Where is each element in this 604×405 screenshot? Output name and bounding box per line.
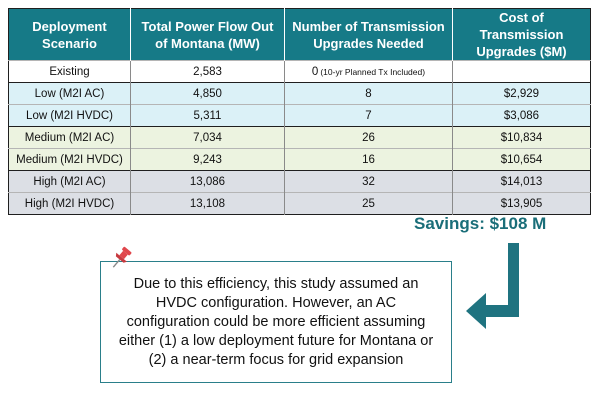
- power-cell: 13,108: [130, 192, 285, 215]
- upgrades-value: 0: [311, 65, 319, 78]
- table-header-row: Deployment Scenario Total Power Flow Out…: [8, 8, 591, 61]
- scenario-cell: Medium (M2I HVDC): [8, 148, 131, 171]
- table-row: Medium (M2I AC) 7,034 26 $10,834: [8, 126, 591, 149]
- cost-cell: $2,929: [452, 82, 591, 105]
- table-row: High (M2I HVDC) 13,108 25 $13,905: [8, 192, 591, 215]
- header-total-power-flow: Total Power Flow Out of Montana (MW): [130, 8, 285, 61]
- callout-box: Due to this efficiency, this study assum…: [100, 261, 452, 383]
- upgrades-cell: 32: [284, 170, 453, 193]
- upgrades-cell: 8: [284, 82, 453, 105]
- cost-cell: $10,834: [452, 126, 591, 149]
- cost-cell: $3,086: [452, 104, 591, 127]
- table-row: Existing 2,583 0 (10-yr Planned Tx Includ…: [8, 60, 591, 83]
- cost-cell: $14,013: [452, 170, 591, 193]
- upgrades-cell: 26: [284, 126, 453, 149]
- table-row: Medium (M2I HVDC) 9,243 16 $10,654: [8, 148, 591, 171]
- header-transmission-upgrades: Number of Transmission Upgrades Needed: [284, 8, 453, 61]
- scenario-cell: Low (M2I AC): [8, 82, 131, 105]
- table-row: Low (M2I AC) 4,850 8 $2,929: [8, 82, 591, 105]
- scenario-cell: High (M2I HVDC): [8, 192, 131, 215]
- table-row: Low (M2I HVDC) 5,311 7 $3,086: [8, 104, 591, 127]
- upgrades-cell: 7: [284, 104, 453, 127]
- elbow-arrow-icon: [466, 243, 519, 329]
- planned-tx-note: (10-yr Planned Tx Included): [320, 66, 426, 77]
- power-cell: 7,034: [130, 126, 285, 149]
- cost-cell: $10,654: [452, 148, 591, 171]
- upgrades-cell: 16: [284, 148, 453, 171]
- scenario-cell: Low (M2I HVDC): [8, 104, 131, 127]
- cost-cell: [452, 60, 591, 83]
- table-row: High (M2I AC) 13,086 32 $14,013: [8, 170, 591, 193]
- cost-cell: $13,905: [452, 192, 591, 215]
- power-cell: 5,311: [130, 104, 285, 127]
- header-upgrade-cost: Cost of Transmission Upgrades ($M): [452, 8, 591, 61]
- scenario-cell: Existing: [8, 60, 131, 83]
- header-deployment-scenario: Deployment Scenario: [8, 8, 131, 61]
- upgrades-cell: 0 (10-yr Planned Tx Included): [284, 60, 453, 83]
- power-cell: 9,243: [130, 148, 285, 171]
- callout-text: Due to this efficiency, this study assum…: [118, 275, 434, 368]
- scenario-cell: Medium (M2I AC): [8, 126, 131, 149]
- pushpin-icon: [112, 246, 132, 268]
- deployment-scenarios-table: Deployment Scenario Total Power Flow Out…: [8, 8, 591, 215]
- upgrades-cell: 25: [284, 192, 453, 215]
- power-cell: 13,086: [130, 170, 285, 193]
- power-cell: 4,850: [130, 82, 285, 105]
- savings-label: Savings: $108 M: [414, 214, 547, 233]
- power-cell: 2,583: [130, 60, 285, 83]
- scenario-cell: High (M2I AC): [8, 170, 131, 193]
